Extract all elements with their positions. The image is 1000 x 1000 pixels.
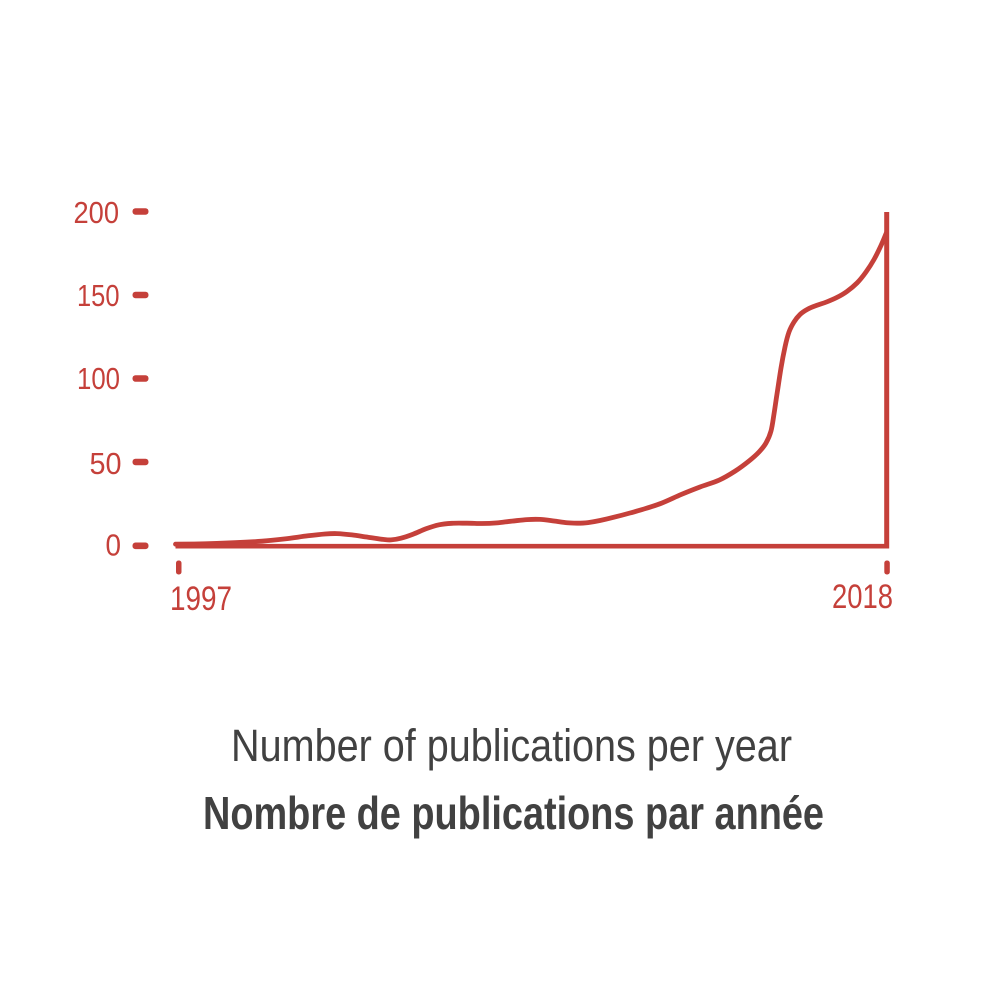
svg-text:1997: 1997 <box>170 580 232 618</box>
svg-text:50: 50 <box>90 446 122 481</box>
svg-text:Nombre de publications par ann: Nombre de publications par année <box>203 787 824 839</box>
svg-text:100: 100 <box>77 361 120 396</box>
svg-text:150: 150 <box>77 278 120 313</box>
svg-text:Number of publications per yea: Number of publications per year <box>231 720 792 771</box>
svg-text:0: 0 <box>106 528 122 563</box>
svg-text:2018: 2018 <box>832 578 893 616</box>
svg-text:200: 200 <box>74 195 120 230</box>
